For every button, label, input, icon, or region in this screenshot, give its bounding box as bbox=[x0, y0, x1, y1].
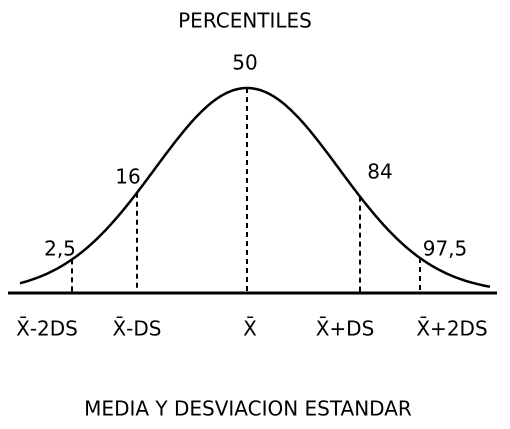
title: PERCENTILES bbox=[178, 9, 312, 33]
footer: MEDIA Y DESVIACION ESTANDAR bbox=[84, 397, 412, 421]
normal-curve bbox=[19, 86, 491, 288]
percentile-label: 2,5 bbox=[44, 237, 76, 261]
percentile-label: 84 bbox=[367, 160, 392, 184]
axis-label: X̄-2DS bbox=[16, 316, 78, 341]
axis-label: X̄+2DS bbox=[416, 316, 487, 341]
axis-label: X̄+DS bbox=[316, 316, 375, 341]
axis-label: X̄-DS bbox=[112, 316, 161, 341]
percentile-label: 50 bbox=[232, 51, 257, 75]
percentile-label: 97,5 bbox=[423, 237, 468, 261]
axis-label: X̄ bbox=[243, 316, 257, 341]
percentile-label: 16 bbox=[115, 165, 140, 189]
